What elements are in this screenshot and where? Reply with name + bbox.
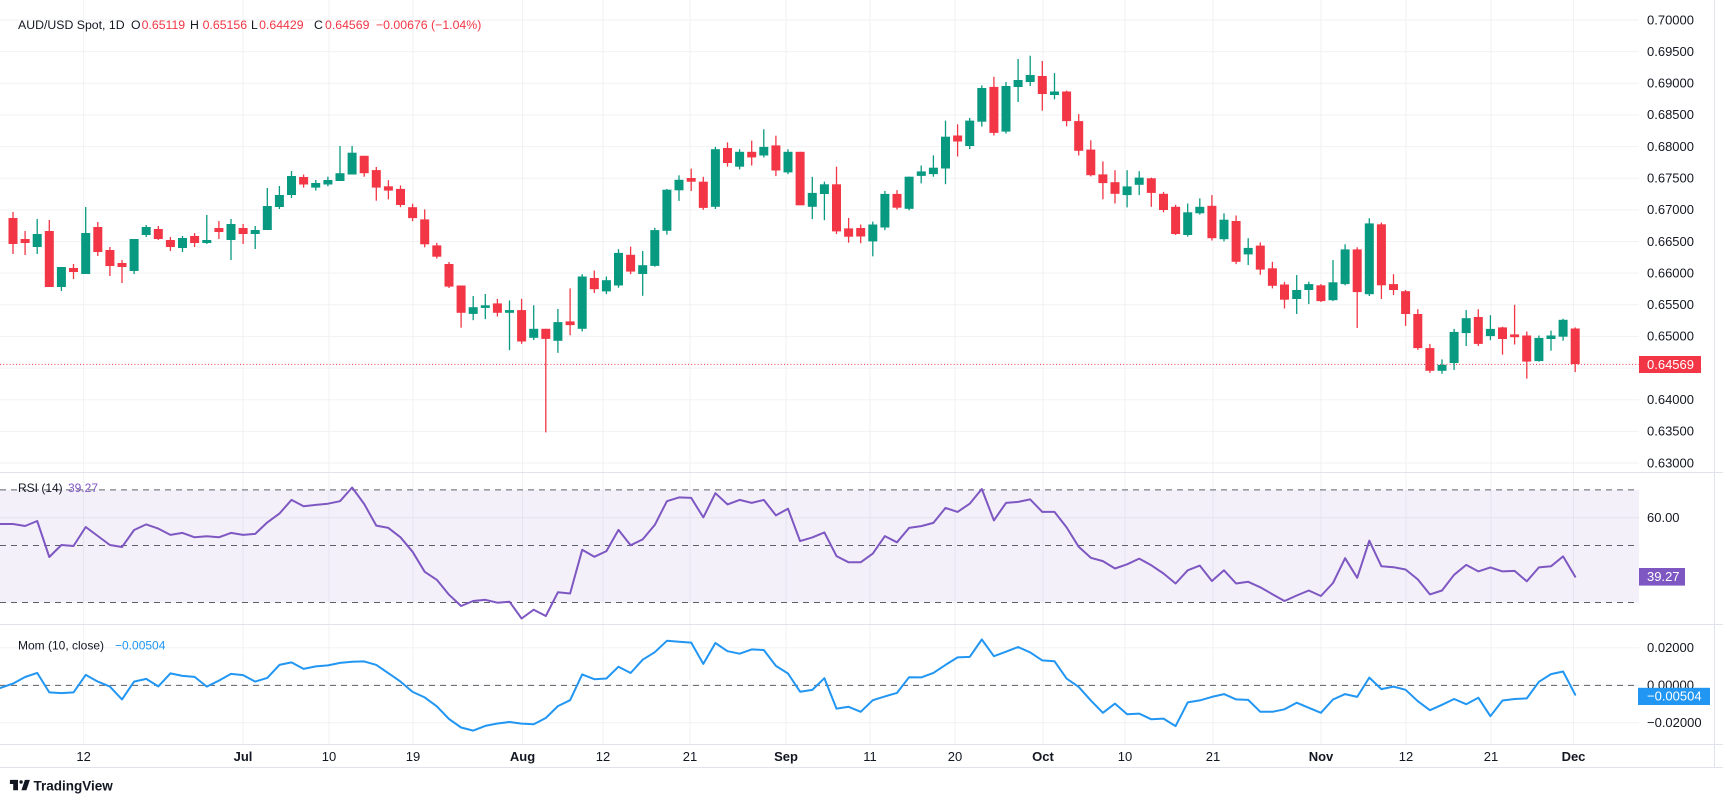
svg-text:0.66000: 0.66000 <box>1647 265 1694 280</box>
svg-text:19: 19 <box>406 749 420 764</box>
svg-text:20: 20 <box>948 749 962 764</box>
svg-text:0.64569: 0.64569 <box>325 18 370 32</box>
svg-text:0.02000: 0.02000 <box>1647 640 1694 655</box>
svg-text:0.65000: 0.65000 <box>1647 329 1694 344</box>
svg-text:0.64429: 0.64429 <box>259 18 304 32</box>
svg-text:12: 12 <box>1399 749 1413 764</box>
svg-text:C: C <box>314 18 323 32</box>
svg-text:10: 10 <box>322 749 336 764</box>
svg-text:11: 11 <box>863 749 877 764</box>
svg-text:0.68000: 0.68000 <box>1647 139 1694 154</box>
svg-text:Oct: Oct <box>1032 749 1054 764</box>
svg-text:−0.00504: −0.00504 <box>1647 688 1702 703</box>
svg-text:0.65156: 0.65156 <box>203 18 248 32</box>
svg-text:RSI (14): RSI (14) <box>18 481 63 495</box>
svg-text:12: 12 <box>596 749 610 764</box>
svg-text:39.27: 39.27 <box>1647 569 1680 584</box>
svg-text:0.68500: 0.68500 <box>1647 107 1694 122</box>
svg-text:L: L <box>251 18 258 32</box>
svg-text:−0.02000: −0.02000 <box>1647 715 1702 730</box>
svg-text:0.64000: 0.64000 <box>1647 392 1694 407</box>
svg-text:Dec: Dec <box>1562 749 1586 764</box>
svg-text:39.27: 39.27 <box>68 481 98 495</box>
svg-text:0.64569: 0.64569 <box>1647 357 1694 372</box>
svg-text:10: 10 <box>1118 749 1132 764</box>
svg-text:H: H <box>190 18 199 32</box>
svg-text:AUD/USD Spot, 1D: AUD/USD Spot, 1D <box>18 18 125 32</box>
svg-text:21: 21 <box>683 749 697 764</box>
svg-text:0.70000: 0.70000 <box>1647 12 1694 27</box>
svg-text:0.65500: 0.65500 <box>1647 297 1694 312</box>
svg-text:O: O <box>131 18 141 32</box>
svg-text:0.63500: 0.63500 <box>1647 424 1694 439</box>
svg-text:0.67000: 0.67000 <box>1647 202 1694 217</box>
svg-text:Nov: Nov <box>1309 749 1334 764</box>
svg-text:0.67500: 0.67500 <box>1647 171 1694 186</box>
svg-text:0.69500: 0.69500 <box>1647 44 1694 59</box>
svg-text:12: 12 <box>76 749 90 764</box>
svg-text:Mom (10, close): Mom (10, close) <box>18 639 104 653</box>
svg-text:0.69000: 0.69000 <box>1647 76 1694 91</box>
svg-text:0.65119: 0.65119 <box>142 18 186 32</box>
svg-text:−0.00504: −0.00504 <box>115 639 166 653</box>
svg-text:0.66500: 0.66500 <box>1647 234 1694 249</box>
svg-text:21: 21 <box>1206 749 1220 764</box>
svg-text:60.00: 60.00 <box>1647 510 1680 525</box>
svg-text:Sep: Sep <box>774 749 798 764</box>
svg-text:−0.00676 (−1.04%): −0.00676 (−1.04%) <box>376 18 481 32</box>
svg-text:21: 21 <box>1484 749 1498 764</box>
svg-text:0.63000: 0.63000 <box>1647 455 1694 470</box>
svg-text:Jul: Jul <box>234 749 253 764</box>
svg-text:Aug: Aug <box>510 749 535 764</box>
svg-text:TradingView: TradingView <box>34 779 114 794</box>
